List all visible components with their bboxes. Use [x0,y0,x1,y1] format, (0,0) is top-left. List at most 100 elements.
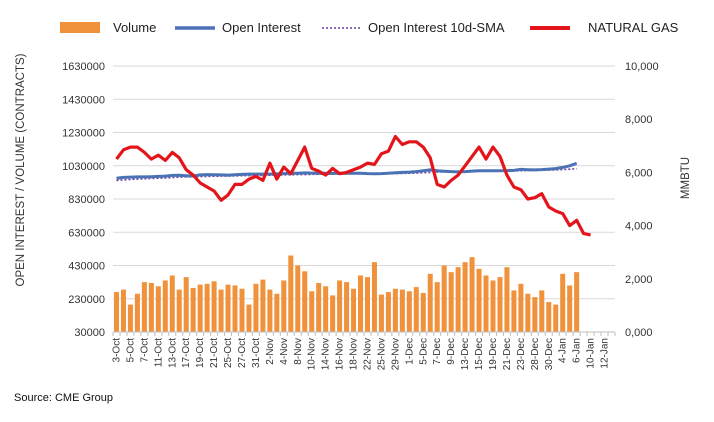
volume-bar [385,292,391,332]
x-tick-label: 27-Oct [237,338,248,368]
x-tick-label: 19-Oct [195,338,206,368]
volume-bar [260,279,266,332]
volume-bar [567,285,573,332]
x-tick-label: 21-Dec [502,338,513,370]
volume-bar [392,288,398,332]
volume-bar [169,275,175,332]
volume-bar [141,282,147,332]
y-tick-label: 830000 [68,194,105,206]
y2-tick-label: 6,000 [625,167,653,179]
y2-tick-label: 4,000 [625,221,653,233]
x-tick-label: 10-Jan [586,338,597,369]
x-tick-label: 8-Nov [293,338,304,365]
volume-bar [546,302,552,332]
y2-tick-label: 8,000 [625,114,653,126]
x-tick-label: 14-Nov [321,338,332,370]
y-axis-left: 1630000 1430000 1230000 1030000 830000 630000… [62,61,105,339]
volume-bar [434,282,440,332]
legend-entry: Open Interest [175,20,301,35]
volume-bar [455,267,461,332]
volume-bar [413,287,419,332]
x-tick-label: 23-Dec [516,338,527,370]
volume-bar [295,265,301,332]
volume-bar [134,293,140,332]
y-tick-label: 430000 [68,261,105,273]
volume-bar [441,265,447,332]
x-tick-label: 22-Nov [362,338,373,370]
y-tick-label: 30000 [74,327,105,339]
volume-bar [504,267,510,332]
volume-bar [553,304,559,332]
volume-bar [246,304,252,332]
x-tick-label: 19-Dec [488,338,499,370]
volume-bar [232,285,238,332]
volume-bar [371,262,377,332]
volume-bar [469,257,475,332]
volume-bar [323,286,329,332]
volume-bar [518,283,524,332]
volume-bar [344,282,350,332]
x-tick-label: 12-Jan [600,338,611,369]
volume-bars [113,255,580,332]
volume-bar [560,273,566,332]
x-tick-label: 21-Oct [209,338,220,368]
volume-bar [302,271,308,332]
volume-bar [574,272,580,332]
volume-bar [448,272,454,332]
legend-label: NATURAL GAS [588,20,679,35]
x-tick-label: 13-Dec [460,338,471,370]
x-tick-label: 7-Oct [139,338,150,363]
volume-bar [476,268,482,332]
volume-bar [218,289,224,332]
volume-bar [162,280,168,332]
x-tick-label: 4-Nov [279,338,290,365]
natural-gas-line [115,134,591,237]
volume-bar [358,275,364,332]
x-tick-label: 25-Nov [376,338,387,370]
volume-bar [267,289,273,332]
volume-bar [427,273,433,332]
y-tick-label: 230000 [68,294,105,306]
y2-tick-label: 2,000 [625,274,653,286]
volume-bar [330,295,336,332]
legend-entry: NATURAL GAS [530,20,679,35]
volume-bar [406,291,412,332]
y-tick-label: 1630000 [62,61,105,73]
x-tick-label: 4-Jan [558,338,569,363]
y-tick-label: 630000 [68,227,105,239]
volume-bar [148,282,154,332]
y2-tick-label: 10,000 [625,61,659,73]
y-axis-label: OPEN INTEREST / VOLUME (CONTRACTS) [15,53,27,286]
legend: Volume Open Interest Open Interest 10d-SMA… [60,20,679,35]
x-tick-label: 25-Oct [223,338,234,368]
volume-bar [127,304,133,332]
x-tick-label: 5-Oct [125,338,136,363]
legend-label: Open Interest 10d-SMA [368,20,505,35]
volume-bar [225,284,231,332]
x-tick-label: 2-Nov [265,338,276,365]
y-tick-label: 1030000 [62,161,105,173]
legend-swatch [60,22,100,33]
x-tick-label: 6-Jan [572,338,583,363]
volume-bar [539,290,545,332]
volume-bar [239,288,245,332]
volume-bar [483,275,489,332]
volume-bar [183,277,189,332]
volume-bar [532,297,538,332]
volume-bar [378,294,384,332]
volume-bar [337,280,343,332]
volume-bar [274,293,280,332]
volume-bar [490,280,496,332]
volume-bar [399,289,405,332]
x-tick-label: 17-Oct [181,338,192,368]
volume-bar [204,283,210,332]
series-lines [115,134,591,237]
x-tick-label: 18-Nov [349,338,360,370]
y-tick-label: 1430000 [62,94,105,106]
volume-bar [197,284,203,332]
volume-bar [309,291,315,332]
x-tick-label: 3-Oct [111,338,122,363]
x-tick-label: 1-Dec [404,338,415,365]
volume-bar [253,283,259,332]
